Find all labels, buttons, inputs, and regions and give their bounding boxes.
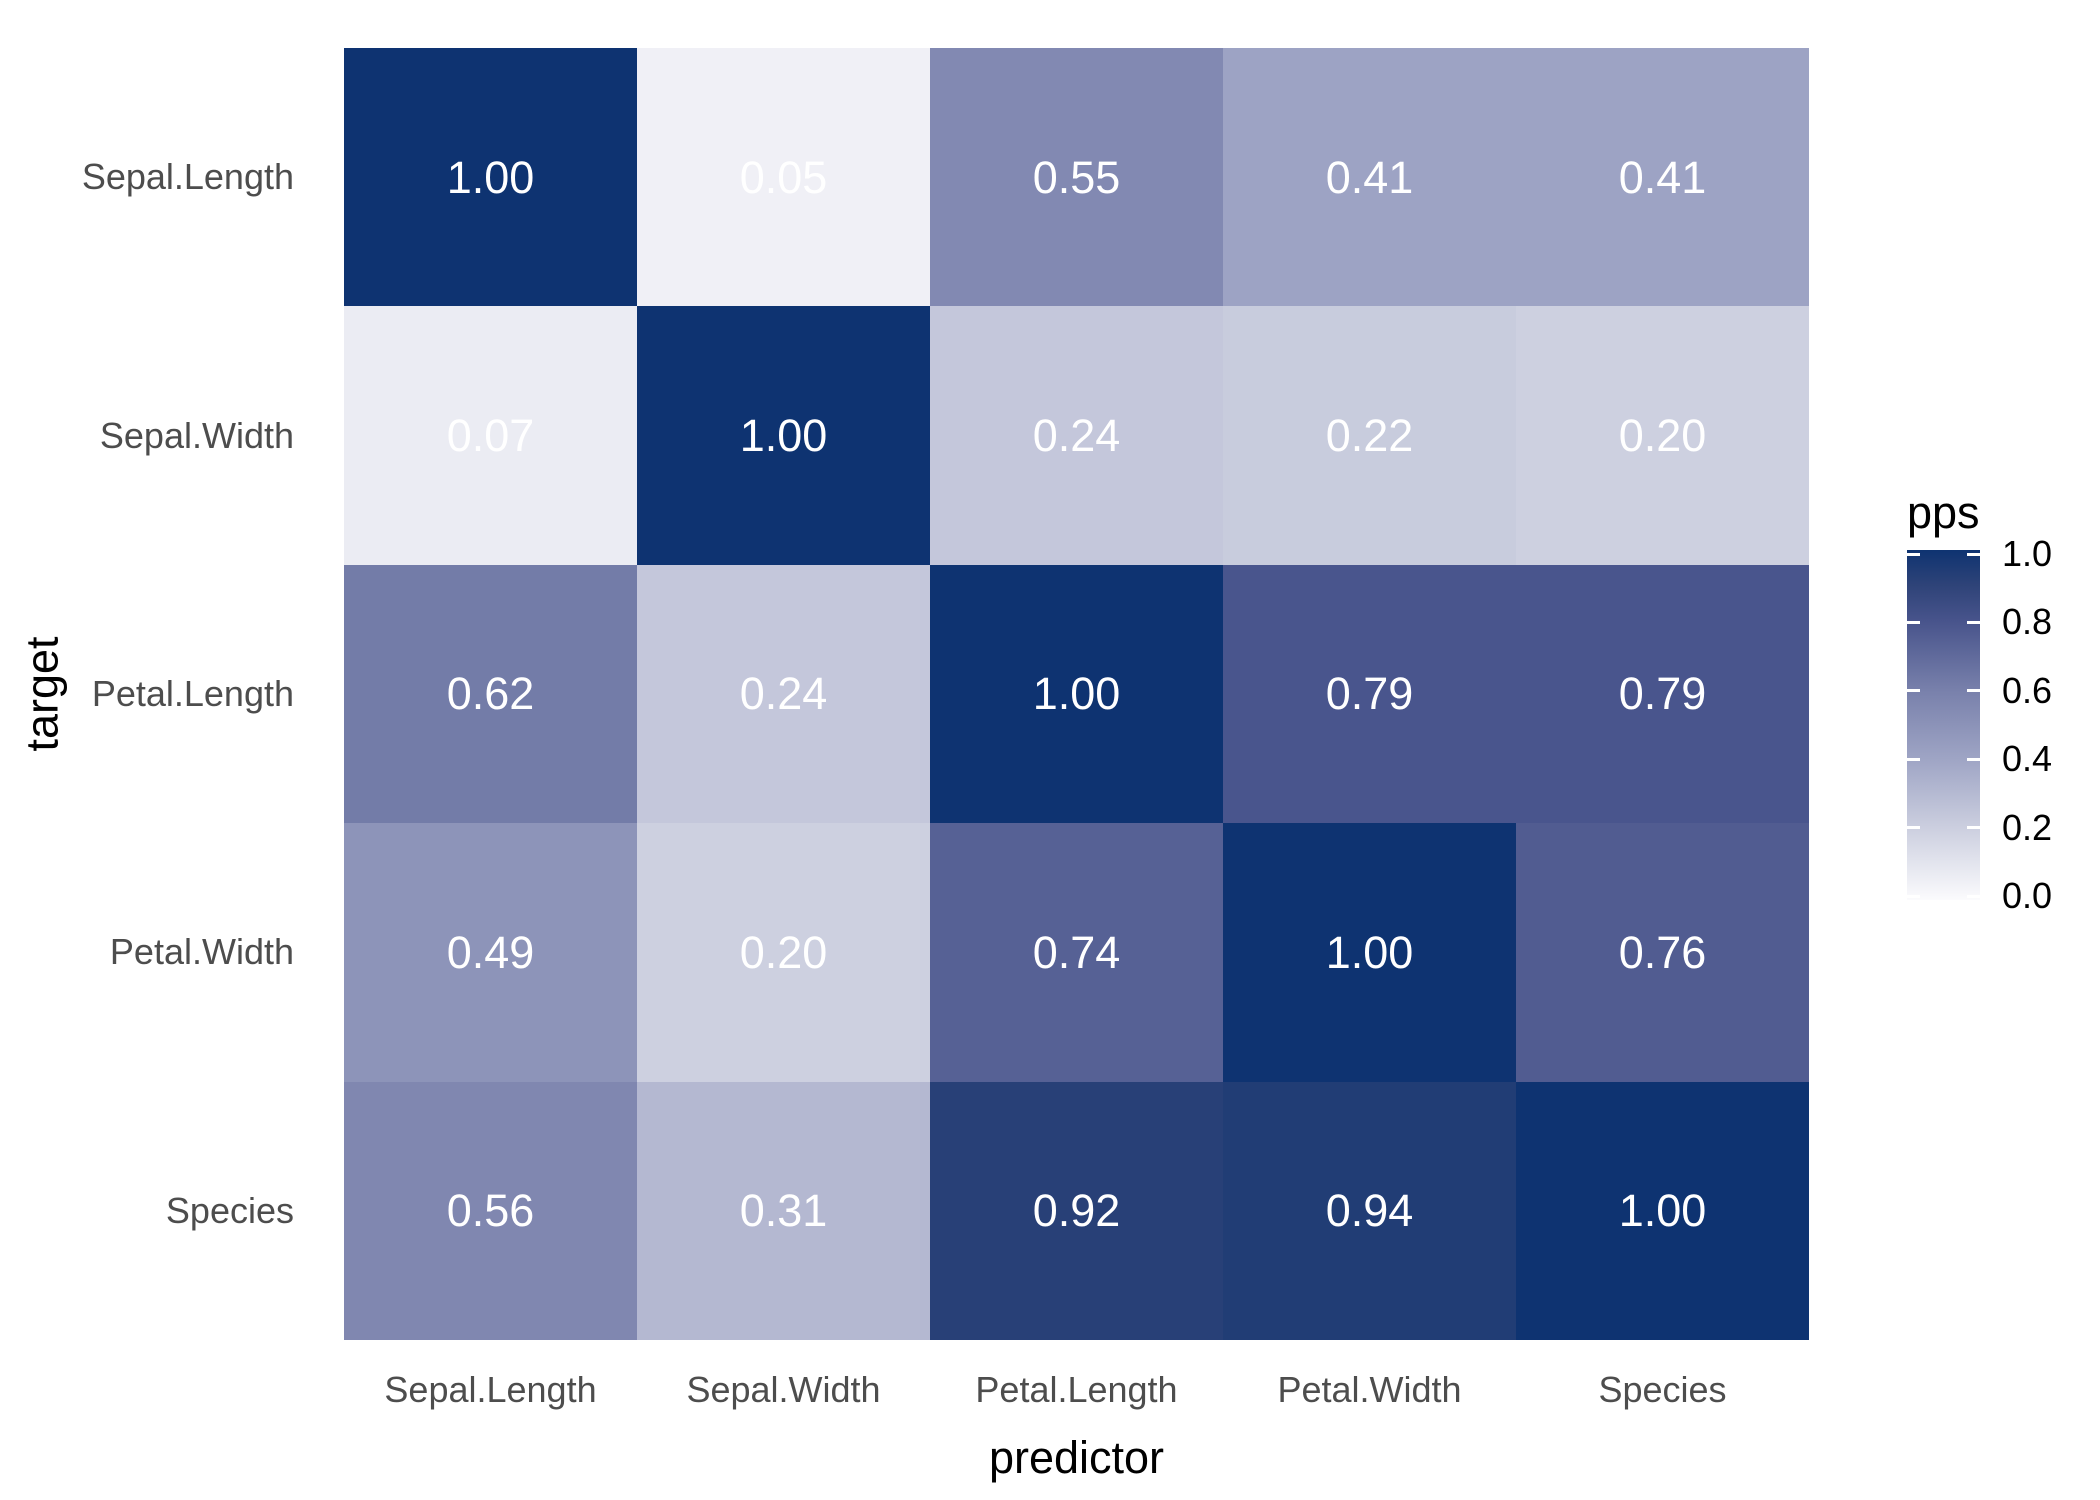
- cell-value-label: 0.55: [1032, 151, 1121, 203]
- cell-value-label: 1.00: [1325, 926, 1414, 978]
- heatmap-cell-Sepal.Width-Species: 0.20: [1516, 306, 1809, 565]
- y-tick-label-Sepal.Length: Sepal.Length: [81, 156, 294, 198]
- cell-value-label: 0.76: [1618, 926, 1707, 978]
- legend-gradient-bar: [1907, 550, 1980, 900]
- cell-value-label: 0.74: [1032, 926, 1121, 978]
- cell-value-label: 0.24: [739, 668, 828, 720]
- legend-tick-label-1.0: 1.0: [2002, 533, 2053, 574]
- x-tick-label-Petal.Width: Petal.Width: [1277, 1369, 1462, 1410]
- heatmap-cell-Petal.Length-Species: 0.79: [1516, 564, 1809, 824]
- legend-tick-mark: [1907, 757, 1920, 761]
- cell-value-label: 1.00: [446, 151, 535, 203]
- heatmap-cell-Sepal.Width-Petal.Length: 0.24: [930, 306, 1223, 565]
- cell-value-label: 0.41: [1618, 151, 1707, 203]
- cell-value-label: 0.31: [739, 1185, 828, 1237]
- cell-value-label: 0.49: [446, 926, 535, 978]
- cell-value-label: 0.62: [446, 668, 535, 720]
- legend-tick-mark: [1907, 620, 1920, 624]
- heatmap-cell-Petal.Width-Petal.Length: 0.74: [930, 823, 1223, 1082]
- legend-title: pps: [1907, 487, 1980, 538]
- legend-tick-label-0.6: 0.6: [2002, 669, 2053, 711]
- heatmap-cell-Sepal.Width-Sepal.Width: 1.00: [637, 306, 930, 565]
- cell-value-label: 0.79: [1325, 668, 1414, 720]
- heatmap-cell-Petal.Width-Sepal.Length: 0.49: [344, 823, 637, 1082]
- x-tick-label-Sepal.Width: Sepal.Width: [686, 1369, 881, 1410]
- heatmap-cell-Petal.Length-Sepal.Width: 0.24: [637, 564, 930, 824]
- y-tick-label-Species: Species: [165, 1189, 294, 1231]
- heatmap-cell-Species-Sepal.Length: 0.56: [344, 1081, 637, 1340]
- legend-tick-mark: [1907, 689, 1920, 693]
- x-tick-label-Species: Species: [1598, 1369, 1727, 1410]
- cell-value-label: 0.56: [446, 1185, 535, 1237]
- heatmap-cell-Petal.Width-Species: 0.76: [1516, 823, 1809, 1082]
- heatmap-cell-Petal.Width-Petal.Width: 1.00: [1223, 823, 1516, 1082]
- heatmap-cell-Sepal.Length-Sepal.Width: 0.05: [637, 48, 930, 307]
- heatmap-cell-Sepal.Length-Sepal.Length: 1.00: [344, 48, 637, 307]
- legend-tick-mark: [1967, 826, 1980, 830]
- heatmap-cell-Species-Petal.Width: 0.94: [1223, 1081, 1516, 1340]
- cell-value-label: 0.94: [1325, 1185, 1414, 1237]
- heatmap-cell-Sepal.Length-Species: 0.41: [1516, 48, 1809, 307]
- legend-tick-mark: [1967, 689, 1980, 693]
- legend-tick-mark: [1907, 826, 1920, 830]
- legend-tick-mark: [1967, 894, 1980, 898]
- y-tick-label-Sepal.Width: Sepal.Width: [99, 414, 294, 456]
- cell-value-label: 0.20: [739, 926, 828, 978]
- cell-value-label: 0.79: [1618, 668, 1707, 720]
- cell-value-label: 1.00: [739, 410, 828, 462]
- heatmap-cell-Species-Petal.Length: 0.92: [930, 1081, 1223, 1340]
- heatmap-cell-Species-Sepal.Width: 0.31: [637, 1081, 930, 1340]
- x-tick-label-Sepal.Length: Sepal.Length: [384, 1369, 597, 1410]
- cell-value-label: 0.20: [1618, 410, 1707, 462]
- heatmap-cell-Sepal.Length-Petal.Length: 0.55: [930, 48, 1223, 307]
- cell-value-label: 1.00: [1032, 668, 1121, 720]
- legend-tick-label-0.0: 0.0: [2002, 875, 2053, 916]
- heatmap-cell-Sepal.Length-Petal.Width: 0.41: [1223, 48, 1516, 307]
- heatmap-grid: 1.00 0.05 0.55 0.41 0.41 0.07 1.00 0.24 0.22 0.20…: [344, 48, 1809, 1340]
- legend-tick-label-0.4: 0.4: [2002, 738, 2053, 780]
- legend-tick-mark: [1967, 620, 1980, 624]
- cell-value-label: 0.92: [1032, 1185, 1121, 1237]
- cell-value-label: 0.22: [1325, 410, 1414, 462]
- legend-tick-mark: [1907, 894, 1920, 898]
- legend-tick-label-0.2: 0.2: [2002, 806, 2053, 848]
- legend-tick-mark: [1967, 552, 1980, 556]
- cell-value-label: 0.24: [1032, 410, 1121, 462]
- heatmap-cell-Species-Species: 1.00: [1516, 1081, 1809, 1340]
- cell-value-label: 0.07: [446, 410, 535, 462]
- legend-tick-mark: [1967, 757, 1980, 761]
- heatmap-cell-Petal.Length-Petal.Length: 1.00: [930, 564, 1223, 824]
- x-axis-title: predictor: [988, 1432, 1165, 1483]
- cell-value-label: 1.00: [1618, 1185, 1707, 1237]
- heatmap-cell-Petal.Length-Petal.Width: 0.79: [1223, 564, 1516, 824]
- y-tick-label-Petal.Width: Petal.Width: [109, 931, 294, 973]
- heatmap-cell-Petal.Width-Sepal.Width: 0.20: [637, 823, 930, 1082]
- cell-value-label: 0.05: [739, 151, 828, 203]
- legend-tick-mark: [1907, 552, 1920, 556]
- cell-value-label: 0.41: [1325, 151, 1414, 203]
- legend-tick-label-0.8: 0.8: [2002, 601, 2053, 643]
- y-tick-label-Petal.Length: Petal.Length: [91, 672, 294, 714]
- heatmap-cell-Sepal.Width-Petal.Width: 0.22: [1223, 306, 1516, 565]
- x-tick-label-Petal.Length: Petal.Length: [975, 1369, 1178, 1410]
- heatmap-cell-Sepal.Width-Sepal.Length: 0.07: [344, 306, 637, 565]
- heatmap-cell-Petal.Length-Sepal.Length: 0.62: [344, 564, 637, 824]
